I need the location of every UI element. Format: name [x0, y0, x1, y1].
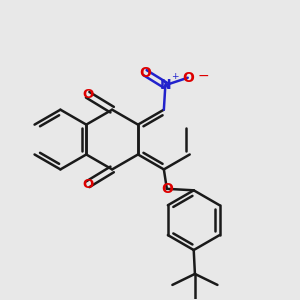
- Text: O: O: [82, 88, 93, 101]
- Text: O: O: [139, 66, 151, 80]
- Text: O: O: [182, 71, 194, 85]
- Text: N: N: [160, 78, 171, 92]
- Text: O: O: [161, 182, 173, 196]
- Text: O: O: [82, 178, 93, 191]
- Text: −: −: [197, 69, 209, 83]
- Text: +: +: [171, 72, 179, 81]
